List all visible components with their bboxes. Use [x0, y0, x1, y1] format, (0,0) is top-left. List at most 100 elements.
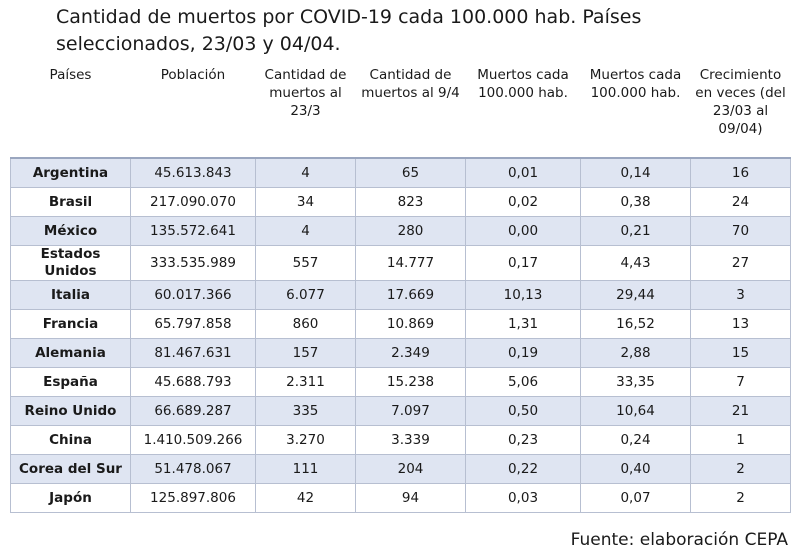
value-cell: 34 [255, 187, 356, 217]
table-row: China 1.410.509.266 3.270 3.339 0,23 0,24 1 [10, 425, 791, 455]
value-cell: 557 [255, 245, 356, 281]
value-cell: 42 [255, 483, 356, 513]
value-cell: 6.077 [255, 280, 356, 310]
value-cell: 4 [255, 216, 356, 246]
value-cell: 65.797.858 [130, 309, 256, 339]
table-row: España 45.688.793 2.311 15.238 5,06 33,35 7 [10, 367, 791, 397]
header-row: Países Población Cantidad de muertos al 23… [10, 60, 791, 159]
value-cell: 45.688.793 [130, 367, 256, 397]
value-cell: 0,50 [465, 396, 581, 426]
value-cell: 4 [255, 157, 356, 188]
value-cell: 33,35 [580, 367, 691, 397]
table-row: Brasil 217.090.070 34 823 0,02 0,38 24 [10, 187, 791, 217]
value-cell: 823 [355, 187, 466, 217]
table-body: Argentina 45.613.843 4 65 0,01 0,14 16 Brasil 21… [10, 157, 791, 513]
table-row: Francia 65.797.858 860 10.869 1,31 16,52 13 [10, 309, 791, 339]
value-cell: 0,23 [465, 425, 581, 455]
table-row: Alemania 81.467.631 157 2.349 0,19 2,88 15 [10, 338, 791, 368]
value-cell: 2.311 [255, 367, 356, 397]
value-cell: 157 [255, 338, 356, 368]
table-row: Italia 60.017.366 6.077 17.669 10,13 29,44 3 [10, 280, 791, 310]
column-header: Países [10, 60, 131, 159]
value-cell: 70 [690, 216, 791, 246]
column-header: Población [130, 60, 256, 159]
country-cell: Alemania [10, 338, 131, 368]
country-cell: Estados Unidos [10, 245, 131, 281]
value-cell: 0,01 [465, 157, 581, 188]
table-row: Reino Unido 66.689.287 335 7.097 0,50 10,64 21 [10, 396, 791, 426]
title: Cantidad de muertos por COVID-19 cada 10… [56, 6, 642, 55]
column-header: Cantidad de muertos al 9/4 [355, 60, 466, 159]
value-cell: 3.270 [255, 425, 356, 455]
value-cell: 0,40 [580, 454, 691, 484]
country-cell: Japón [10, 483, 131, 513]
country-cell: China [10, 425, 131, 455]
value-cell: 81.467.631 [130, 338, 256, 368]
value-cell: 0,03 [465, 483, 581, 513]
table-row: Japón 125.897.806 42 94 0,03 0,07 2 [10, 483, 791, 513]
value-cell: 29,44 [580, 280, 691, 310]
value-cell: 1,31 [465, 309, 581, 339]
value-cell: 0,22 [465, 454, 581, 484]
value-cell: 16,52 [580, 309, 691, 339]
value-cell: 2.349 [355, 338, 466, 368]
value-cell: 66.689.287 [130, 396, 256, 426]
column-header: Crecimiento en veces (del 23/03 al 09/04… [690, 60, 791, 159]
value-cell: 125.897.806 [130, 483, 256, 513]
value-cell: 7.097 [355, 396, 466, 426]
value-cell: 2 [690, 483, 791, 513]
value-cell: 27 [690, 245, 791, 281]
value-cell: 333.535.989 [130, 245, 256, 281]
value-cell: 1.410.509.266 [130, 425, 256, 455]
source: Fuente: elaboración CEPA [570, 530, 788, 550]
value-cell: 17.669 [355, 280, 466, 310]
value-cell: 0,14 [580, 157, 691, 188]
value-cell: 7 [690, 367, 791, 397]
country-cell: Corea del Sur [10, 454, 131, 484]
table-row: Corea del Sur 51.478.067 111 204 0,22 0,40 2 [10, 454, 791, 484]
value-cell: 51.478.067 [130, 454, 256, 484]
value-cell: 13 [690, 309, 791, 339]
column-header: Muertos cada 100.000 hab. [580, 60, 691, 159]
value-cell: 0,21 [580, 216, 691, 246]
country-cell: Reino Unido [10, 396, 131, 426]
value-cell: 16 [690, 157, 791, 188]
value-cell: 60.017.366 [130, 280, 256, 310]
value-cell: 111 [255, 454, 356, 484]
value-cell: 0,19 [465, 338, 581, 368]
value-cell: 2,88 [580, 338, 691, 368]
table-row: Argentina 45.613.843 4 65 0,01 0,14 16 [10, 157, 791, 188]
value-cell: 4,43 [580, 245, 691, 281]
value-cell: 217.090.070 [130, 187, 256, 217]
value-cell: 0,02 [465, 187, 581, 217]
value-cell: 5,06 [465, 367, 581, 397]
column-header: Muertos cada 100.000 hab. [465, 60, 581, 159]
value-cell: 1 [690, 425, 791, 455]
value-cell: 3 [690, 280, 791, 310]
country-cell: España [10, 367, 131, 397]
value-cell: 10.869 [355, 309, 466, 339]
value-cell: 204 [355, 454, 466, 484]
country-cell: Brasil [10, 187, 131, 217]
value-cell: 3.339 [355, 425, 466, 455]
value-cell: 21 [690, 396, 791, 426]
value-cell: 14.777 [355, 245, 466, 281]
value-cell: 10,64 [580, 396, 691, 426]
value-cell: 45.613.843 [130, 157, 256, 188]
value-cell: 94 [355, 483, 466, 513]
value-cell: 0,07 [580, 483, 691, 513]
country-cell: Argentina [10, 157, 131, 188]
value-cell: 15.238 [355, 367, 466, 397]
value-cell: 335 [255, 396, 356, 426]
table-row: Estados Unidos 333.535.989 557 14.777 0,17 4,… [10, 245, 791, 281]
country-cell: Francia [10, 309, 131, 339]
value-cell: 2 [690, 454, 791, 484]
value-cell: 280 [355, 216, 466, 246]
value-cell: 0,38 [580, 187, 691, 217]
value-cell: 0,24 [580, 425, 691, 455]
value-cell: 15 [690, 338, 791, 368]
value-cell: 860 [255, 309, 356, 339]
value-cell: 0,00 [465, 216, 581, 246]
value-cell: 135.572.641 [130, 216, 256, 246]
